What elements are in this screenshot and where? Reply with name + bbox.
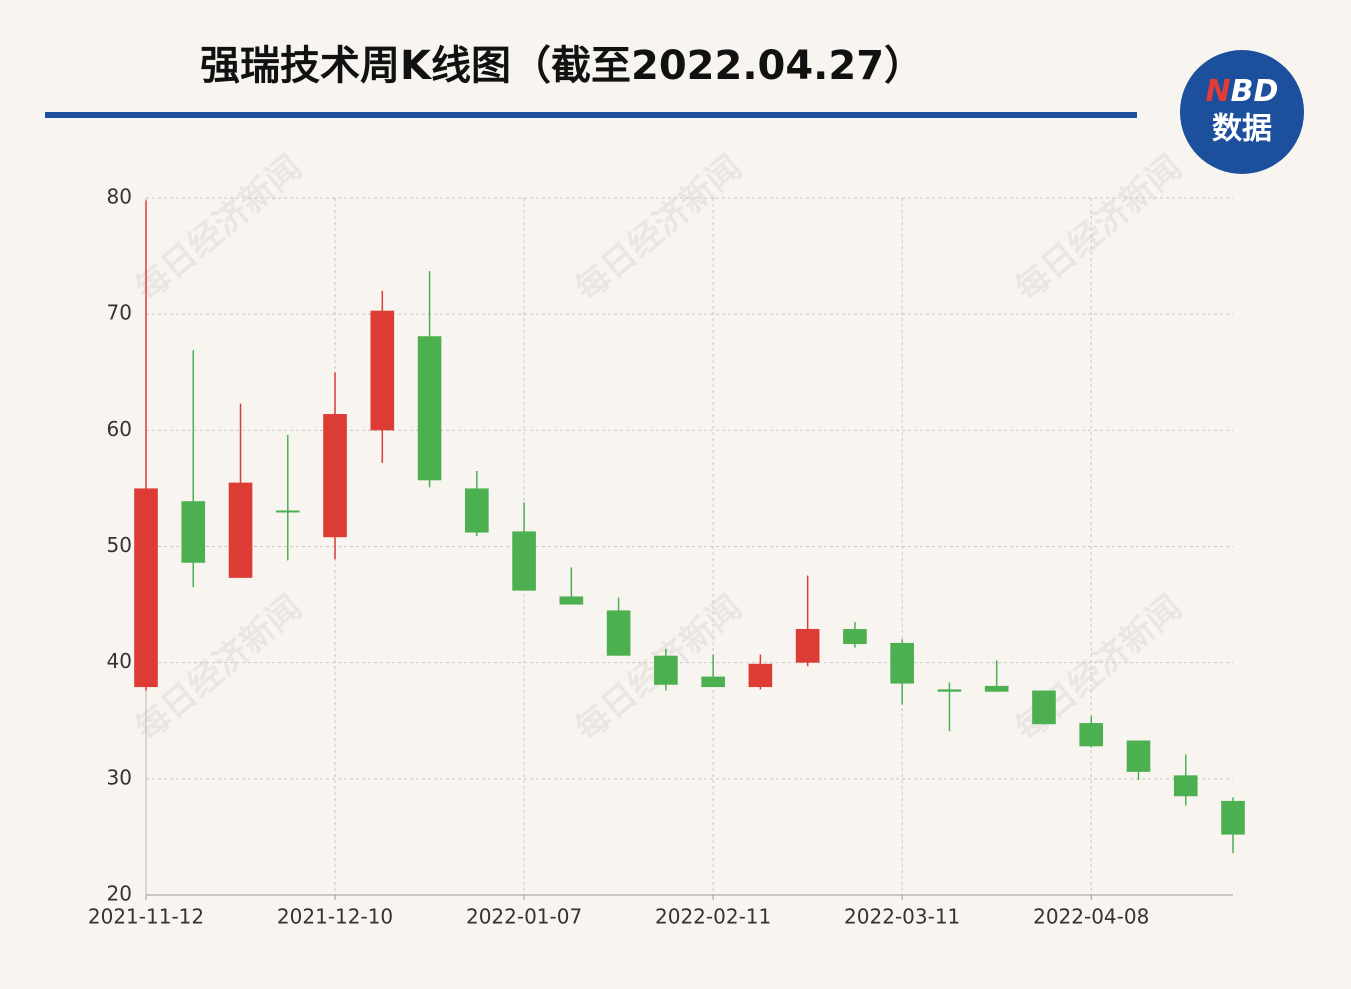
x-tick-label: 2022-01-07 (466, 905, 582, 929)
y-tick-label: 60 (107, 417, 132, 441)
y-tick-label: 20 (107, 882, 132, 906)
candle-body (1173, 775, 1198, 797)
candle-body (370, 310, 395, 431)
y-tick-label: 50 (107, 533, 132, 557)
candle-body (795, 628, 820, 663)
x-tick-label: 2022-02-11 (655, 905, 771, 929)
candle-body (748, 663, 773, 688)
candle-body (1221, 800, 1245, 835)
candle-body (323, 414, 347, 538)
logo (1180, 50, 1304, 174)
candle-body (1079, 723, 1104, 747)
y-tick-label: 40 (107, 649, 132, 673)
candle-body (1126, 740, 1151, 772)
chart-title: 强瑞技术周K线图（截至2022.04.27） (200, 43, 924, 89)
candle-body (417, 336, 442, 481)
candle-body (654, 655, 678, 685)
logo-n: N (1206, 74, 1231, 109)
y-tick-label: 70 (107, 301, 132, 325)
y-tick-label: 30 (107, 765, 132, 789)
plot: 20 30 40 50 60 70 80 2021-11-12 2021-12-10 2022-0… (88, 185, 1245, 929)
candle-body (465, 488, 489, 533)
candle-body (228, 482, 253, 578)
candle-body (843, 628, 867, 645)
candle-body (890, 642, 914, 684)
candle-body (512, 531, 536, 591)
logo-bottom: 数据 (1212, 112, 1272, 147)
candle-body (606, 610, 631, 656)
x-tick-label: 2021-12-10 (277, 905, 393, 929)
x-tick-label: 2021-11-12 (88, 905, 204, 929)
candle-body (181, 501, 206, 563)
candle-body (984, 685, 1009, 692)
x-tick-label: 2022-04-08 (1033, 905, 1149, 929)
candle-body (701, 676, 725, 688)
candle-body (937, 689, 962, 692)
candle-body (559, 596, 584, 605)
logo-text: NBD (1206, 74, 1279, 109)
logo-bd: BD (1231, 74, 1279, 109)
candle-body (134, 488, 158, 688)
candle-body (275, 510, 300, 513)
title-rule (45, 112, 1137, 118)
y-tick-label: 80 (107, 185, 132, 209)
candle-body (1032, 690, 1056, 725)
x-tick-label: 2022-03-11 (844, 905, 960, 929)
